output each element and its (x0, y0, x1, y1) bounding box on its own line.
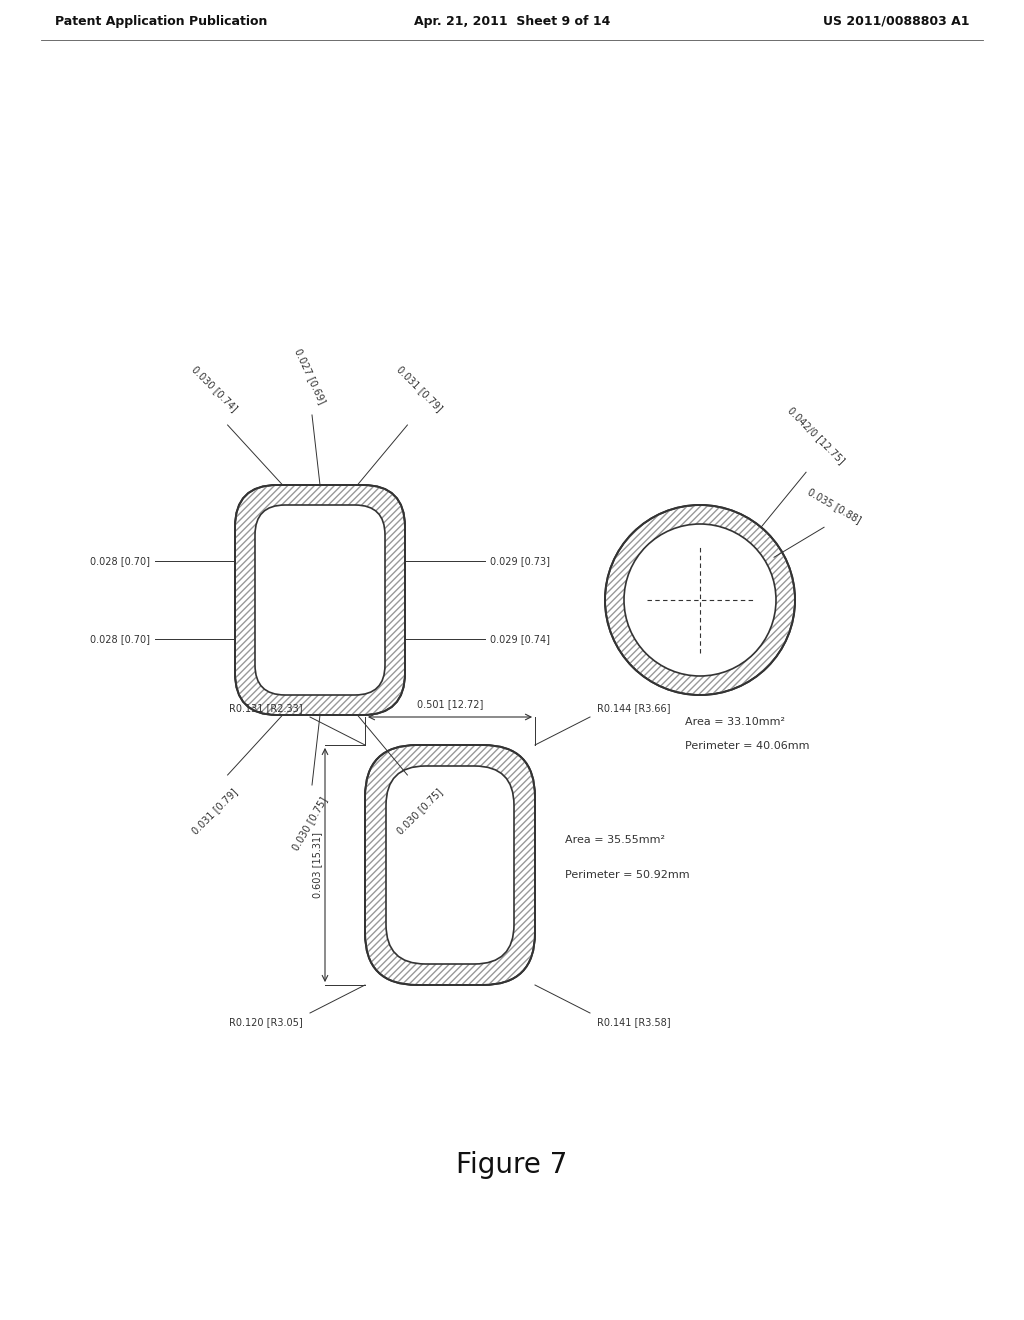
FancyBboxPatch shape (234, 484, 406, 715)
Text: Area = 35.55mm²: Area = 35.55mm² (565, 836, 665, 845)
FancyBboxPatch shape (255, 506, 385, 696)
Text: 0.501 [12.72]: 0.501 [12.72] (417, 700, 483, 709)
Text: 0.031 [0.79]: 0.031 [0.79] (189, 787, 240, 837)
Text: 0.603 [15.31]: 0.603 [15.31] (312, 832, 322, 898)
Text: Apr. 21, 2011  Sheet 9 of 14: Apr. 21, 2011 Sheet 9 of 14 (414, 15, 610, 28)
Text: R0.141 [R3.58]: R0.141 [R3.58] (597, 1016, 671, 1027)
FancyBboxPatch shape (386, 766, 514, 964)
Circle shape (605, 506, 795, 696)
FancyBboxPatch shape (365, 744, 535, 985)
Text: Perimeter = 40.06mm: Perimeter = 40.06mm (685, 741, 810, 751)
Text: 0.030 [0.75]: 0.030 [0.75] (291, 795, 330, 851)
Text: 0.035 [0.88]: 0.035 [0.88] (806, 487, 862, 525)
Text: R0.131 [R2.33]: R0.131 [R2.33] (229, 704, 303, 713)
Text: 0.029 [0.74]: 0.029 [0.74] (490, 634, 550, 644)
Text: 0.027 [0.69]: 0.027 [0.69] (293, 346, 328, 405)
Text: 0.028 [0.70]: 0.028 [0.70] (90, 556, 150, 566)
Text: Patent Application Publication: Patent Application Publication (55, 15, 267, 28)
Text: R0.144 [R3.66]: R0.144 [R3.66] (597, 704, 671, 713)
Text: US 2011/0088803 A1: US 2011/0088803 A1 (823, 15, 970, 28)
Text: R0.120 [R3.05]: R0.120 [R3.05] (229, 1016, 303, 1027)
Text: 0.030 [0.74]: 0.030 [0.74] (189, 363, 240, 413)
Text: 0.028 [0.70]: 0.028 [0.70] (90, 634, 150, 644)
Text: 0.042/0 [12.75]: 0.042/0 [12.75] (785, 405, 847, 465)
Text: Perimeter = 50.92mm: Perimeter = 50.92mm (565, 870, 689, 880)
Text: 0.029 [0.73]: 0.029 [0.73] (490, 556, 550, 566)
Text: Figure 7: Figure 7 (457, 1151, 567, 1179)
Text: 0.031 [0.79]: 0.031 [0.79] (394, 363, 444, 413)
Circle shape (624, 524, 776, 676)
Text: 0.030 [0.75]: 0.030 [0.75] (394, 787, 444, 837)
Text: Area = 33.10mm²: Area = 33.10mm² (685, 717, 785, 727)
